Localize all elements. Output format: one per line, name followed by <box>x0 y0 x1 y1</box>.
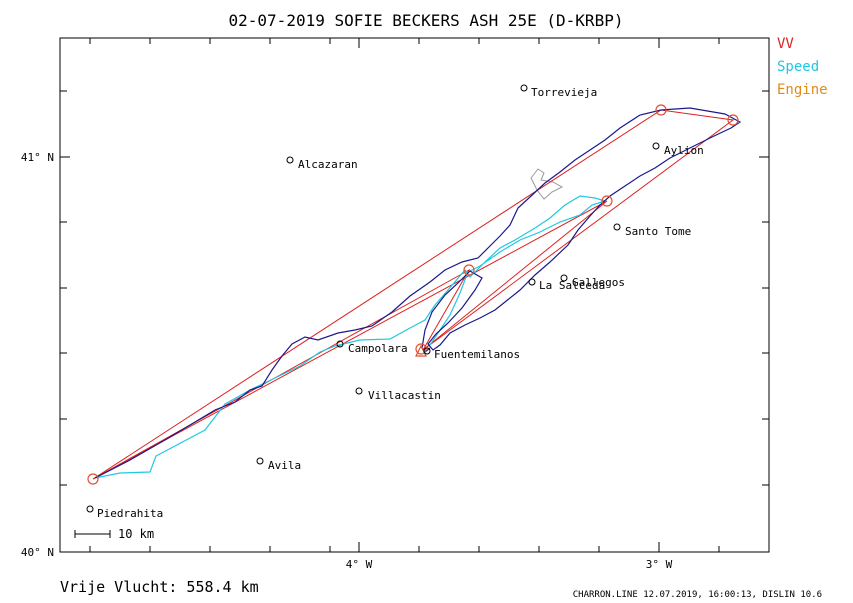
place-label-alcazaran: Alcazaran <box>298 158 358 171</box>
legend-vv: VV <box>777 36 794 52</box>
legend-engine: Engine <box>777 82 828 98</box>
scale-bar <box>74 530 111 538</box>
legend-speed: Speed <box>777 59 819 75</box>
place-labels: Torrevieja Alcazaran Aylion Santo Tome G… <box>97 86 704 520</box>
task-lines <box>92 109 735 480</box>
gps-track <box>94 107 742 479</box>
distance-label: Vrije Vlucht: 558.4 km <box>60 578 259 596</box>
speed-track <box>94 195 608 479</box>
lat-label-41n: 41° N <box>21 151 54 164</box>
place-label-santo-tome: Santo Tome <box>625 225 691 238</box>
left-ticks <box>60 90 70 486</box>
lon-label-4w: 4° W <box>346 558 373 571</box>
right-ticks <box>759 90 769 486</box>
place-label-gallegos: Gallegos <box>572 276 625 289</box>
plot-frame <box>59 37 770 553</box>
place-label-aylion: Aylion <box>664 144 704 157</box>
lat-label-40n: 40° N <box>21 546 54 559</box>
place-markers <box>86 84 660 513</box>
place-label-avila: Avila <box>268 459 301 472</box>
area-outline <box>530 168 564 200</box>
scale-label: 10 km <box>118 527 154 541</box>
map-title: 02-07-2019 SOFIE BECKERS ASH 25E (D-KRBP… <box>229 11 624 30</box>
place-label-piedrahita: Piedrahita <box>97 507 163 520</box>
bottom-ticks <box>89 542 720 552</box>
place-label-torrevieja: Torrevieja <box>531 86 597 99</box>
place-label-la-salceda: La Salceda <box>539 279 605 292</box>
top-ticks <box>89 38 720 48</box>
software-info: CHARRON.LINE 12.07.2019, 16:00:13, DISLI… <box>573 590 822 600</box>
turnpoints <box>87 104 739 485</box>
place-label-villacastin: Villacastin <box>368 389 441 402</box>
place-label-campolara: Campolara <box>348 342 408 355</box>
place-label-fuentemilanos: Fuentemilanos <box>434 348 520 361</box>
lon-label-3w: 3° W <box>646 558 673 571</box>
